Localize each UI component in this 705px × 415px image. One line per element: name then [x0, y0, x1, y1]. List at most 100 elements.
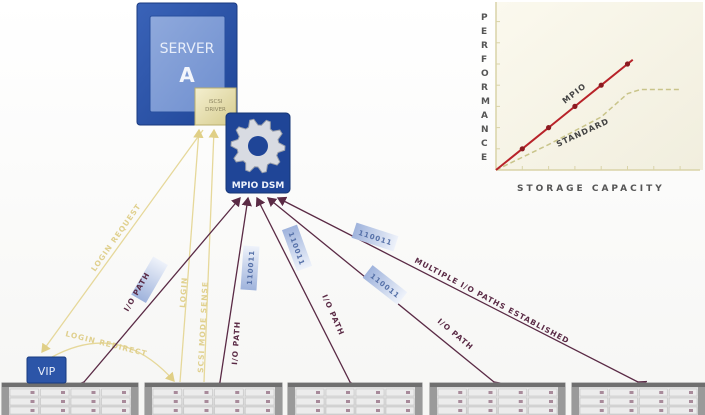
- drive-bay: [101, 388, 131, 397]
- storage-array-3[interactable]: [287, 382, 423, 415]
- storage-arrays: [1, 382, 705, 415]
- mpio-point: [598, 82, 604, 88]
- packet-tag-3: 110011: [281, 224, 313, 272]
- drive-bay: [214, 388, 244, 397]
- drive-bay: [295, 397, 325, 406]
- drive-bay: [355, 406, 385, 415]
- drive-bay: [244, 397, 275, 406]
- mpio-point: [624, 61, 631, 67]
- login-label: LOGIN: [178, 276, 189, 308]
- drive-bay: [9, 406, 39, 415]
- drive-bay: [40, 397, 70, 406]
- series-standard-line: [495, 88, 681, 171]
- drive-bay: [183, 388, 213, 397]
- gear-icon: [230, 118, 286, 174]
- x-axis-label: STORAGE CAPACITY: [517, 184, 665, 194]
- drive-bay: [498, 406, 528, 415]
- io-path-arrow-5: [276, 196, 648, 391]
- storage-array-5[interactable]: [571, 382, 705, 415]
- drive-bay: [70, 406, 100, 415]
- drive-bay: [668, 388, 698, 397]
- drive-bay: [325, 406, 355, 415]
- drive-bay: [579, 388, 609, 397]
- drive-bay: [244, 388, 275, 397]
- drive-bay: [70, 388, 100, 397]
- vip-box: [26, 356, 67, 384]
- storage-array-1[interactable]: [1, 382, 139, 415]
- drive-bay: [295, 388, 325, 397]
- login-request-arrow: [41, 129, 204, 354]
- drive-bay: [183, 397, 213, 406]
- io-paths: 110011 110011 110011 110011 I/O PATH I/O…: [74, 196, 648, 392]
- mpio-point: [572, 103, 578, 109]
- drive-bay: [668, 406, 698, 415]
- drive-bay: [355, 388, 385, 397]
- drive-bay: [385, 388, 415, 397]
- drive-bay: [609, 397, 638, 406]
- drive-bay: [639, 388, 668, 397]
- drive-bay: [437, 397, 467, 406]
- drive-bay: [40, 388, 70, 397]
- drive-bay: [639, 406, 668, 415]
- drive-bay: [9, 397, 39, 406]
- io-path-label-2: I/O PATH: [230, 321, 242, 365]
- drive-bay: [214, 406, 244, 415]
- vip-node[interactable]: VIP: [26, 356, 67, 384]
- driver-label-line1: iSCSI: [209, 99, 223, 105]
- login-request-label: LOGIN REQUEST: [89, 202, 143, 273]
- driver-label-line2: DRIVER: [205, 107, 226, 113]
- drive-bay: [467, 388, 497, 397]
- storage-array-2[interactable]: [144, 382, 283, 415]
- drive-bay: [101, 406, 131, 415]
- drive-bay: [579, 406, 609, 415]
- drive-bay: [609, 406, 638, 415]
- io-path-arrow-1: [74, 197, 241, 392]
- drive-bay: [244, 406, 275, 415]
- drive-bay: [528, 388, 558, 397]
- drive-bay: [528, 397, 558, 406]
- login-arrow: [179, 128, 204, 383]
- login-redirect-label: LOGIN REDIRECT: [65, 329, 149, 358]
- drive-bay: [295, 406, 325, 415]
- drive-bay: [579, 397, 609, 406]
- vip-label: VIP: [38, 365, 56, 378]
- drive-bay: [101, 397, 131, 406]
- server-a[interactable]: SERVER A iSCSI DRIVER: [136, 2, 238, 126]
- drive-bay: [152, 388, 183, 397]
- login-flow: LOGIN REQUEST LOGIN SCSI MODE SENSE LOGI…: [41, 128, 219, 383]
- mpio-dsm[interactable]: MPIO DSM: [225, 112, 291, 194]
- drive-bay: [355, 397, 385, 406]
- drive-bay: [668, 397, 698, 406]
- drive-bay: [467, 406, 497, 415]
- storage-array-4[interactable]: [429, 382, 566, 415]
- mpio-point: [546, 125, 552, 131]
- drive-bay: [609, 388, 638, 397]
- svg-text:110011: 110011: [246, 250, 256, 286]
- scsi-mode-sense-label: SCSI MODE SENSE: [196, 281, 210, 373]
- drive-bay: [40, 406, 70, 415]
- drive-bay: [70, 397, 100, 406]
- drive-bay: [152, 397, 183, 406]
- drive-bay: [639, 397, 668, 406]
- drive-bay: [385, 397, 415, 406]
- drive-bay: [325, 388, 355, 397]
- io-path-label-4: I/O PATH: [436, 317, 475, 352]
- io-path-arrow-2: [213, 196, 252, 391]
- drive-bay: [498, 388, 528, 397]
- drive-bay: [183, 406, 213, 415]
- drive-bay: [467, 397, 497, 406]
- io-path-arrow-3: [255, 196, 359, 392]
- mpio-point: [519, 146, 525, 152]
- drive-bay: [214, 397, 244, 406]
- drive-bay: [152, 406, 183, 415]
- drive-bay: [9, 388, 39, 397]
- packet-tag-2: 110011: [240, 245, 260, 291]
- server-title: SERVER: [160, 41, 215, 57]
- mpio-label: MPIO DSM: [232, 181, 285, 191]
- multiple-paths-label: MULTIPLE I/O PATHS ESTABLISHED: [413, 256, 571, 346]
- drive-bay: [325, 397, 355, 406]
